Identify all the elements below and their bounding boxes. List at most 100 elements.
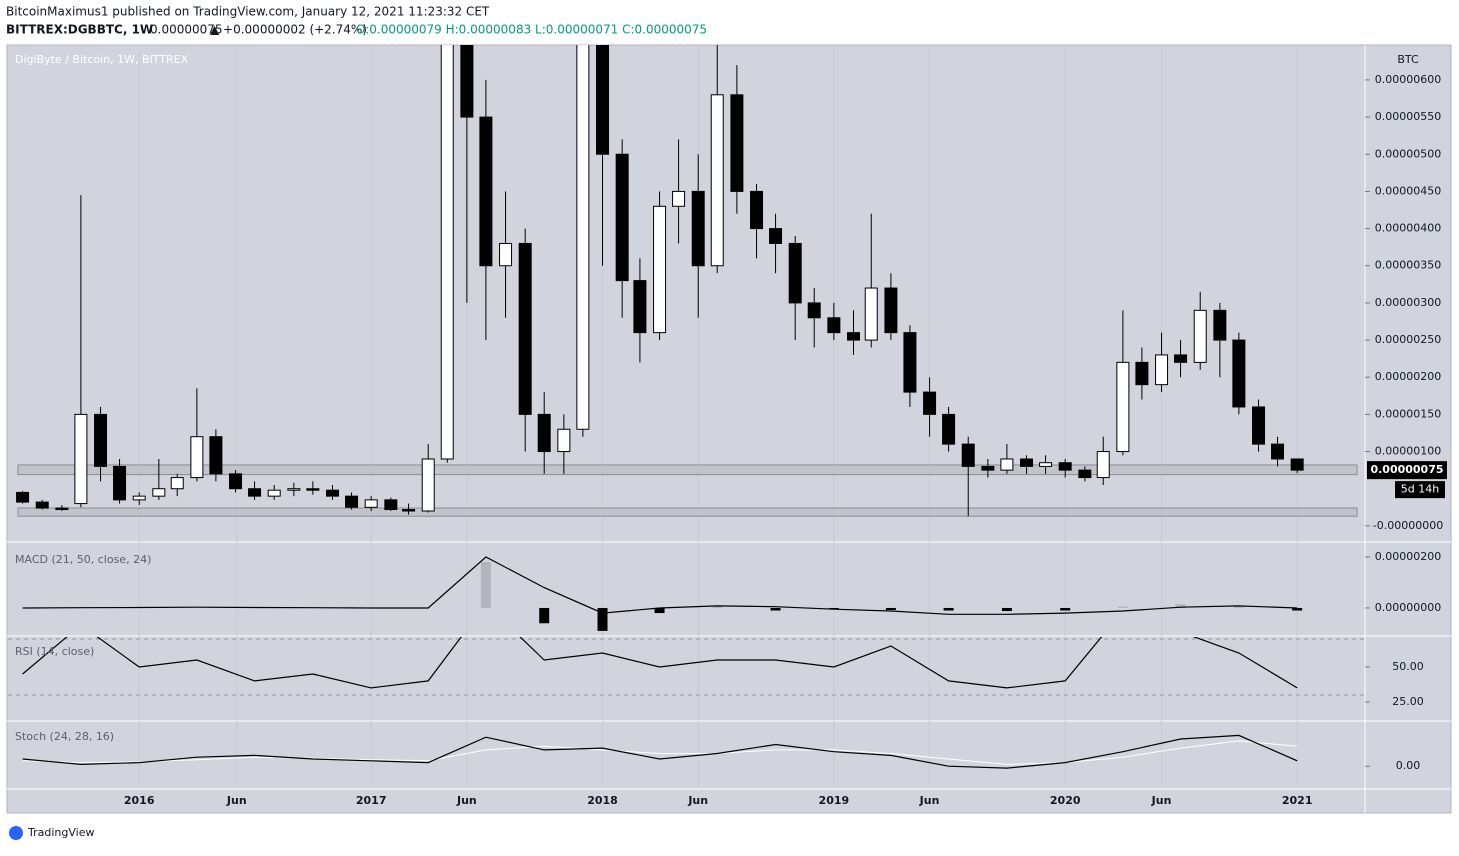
logo	[9, 826, 23, 840]
candle-body	[364, 499, 378, 508]
candle-body	[1039, 462, 1053, 467]
candle-body	[961, 443, 975, 467]
candle-body	[1174, 354, 1188, 363]
candle-body	[864, 287, 878, 341]
candle-body	[170, 477, 184, 490]
pane-title: MACD (21, 50, close, 24)	[15, 553, 151, 566]
candle-body	[1058, 462, 1072, 471]
x-tick-label: Jun	[1151, 794, 1172, 807]
candle-body	[1155, 354, 1169, 386]
candle-body	[209, 436, 223, 475]
candle-body	[1193, 309, 1207, 363]
histogram-bar	[712, 605, 723, 608]
y-tick-label: 0.00000300	[1375, 296, 1441, 309]
y-tick-label: 50.00	[1392, 660, 1424, 673]
candle-body	[903, 332, 917, 393]
x-tick-label: 2020	[1050, 794, 1081, 807]
histogram-bar	[1292, 607, 1303, 611]
candle-body	[499, 242, 513, 267]
histogram-bar	[770, 607, 781, 611]
candle-body	[345, 495, 359, 508]
candle-body	[1135, 361, 1149, 386]
candle-body	[691, 190, 705, 267]
y-tick-label: 0.00000250	[1375, 333, 1441, 346]
candle-body	[287, 488, 301, 491]
y-tick-label: 0.00000000	[1375, 601, 1441, 614]
candle-body	[35, 501, 49, 509]
candle-body	[479, 116, 493, 267]
ohlc: O:0.00000079 H:0.00000083 L:0.00000071 C…	[356, 23, 707, 37]
y-tick-label: 0.00000200	[1375, 550, 1441, 563]
candle-body	[306, 488, 320, 491]
candle-body	[113, 465, 127, 501]
candle-body	[460, 45, 474, 118]
unit-label: BTC	[1397, 53, 1419, 66]
histogram-bar	[1117, 606, 1128, 608]
candle-body	[788, 242, 802, 304]
candle-body	[132, 495, 146, 501]
x-tick-label: 2019	[819, 794, 850, 807]
candle-body	[94, 413, 108, 467]
candle-body	[1096, 451, 1110, 479]
candle-body	[384, 499, 398, 511]
y-tick-label: 0.00000100	[1375, 445, 1441, 458]
countdown-tag	[1395, 481, 1445, 499]
candle-body	[190, 436, 204, 479]
y-tick-label: 25.00	[1392, 695, 1424, 708]
chart-area	[6, 44, 1452, 814]
last-price-label: 0.00000075	[1370, 463, 1443, 476]
candle-body	[1290, 458, 1304, 471]
y-tick-label: 0.00000500	[1375, 147, 1441, 160]
pane-title: DigiByte / Bitcoin, 1W, BITTREX	[15, 53, 189, 66]
x-tick-label: 2017	[356, 794, 387, 807]
pane	[8, 637, 1365, 696]
candle-body	[1020, 458, 1034, 467]
stoch-k-line	[22, 734, 1298, 769]
y-tick-label: 0.00	[1396, 759, 1421, 772]
candle-body	[248, 488, 262, 497]
candle-body	[923, 391, 937, 415]
candle-body	[1232, 339, 1246, 408]
candle-body	[1000, 458, 1014, 471]
last-price-tag	[1367, 461, 1447, 480]
candle-body	[16, 491, 30, 503]
candle-body	[267, 489, 281, 497]
candle-body	[421, 458, 435, 512]
histogram-bar	[1175, 604, 1186, 608]
pane	[16, 45, 1358, 517]
y-tick-label: 0.00000600	[1375, 73, 1441, 86]
x-tick-label: Jun	[919, 794, 940, 807]
histogram-bar	[654, 607, 665, 614]
y-tick-label: 0.00000400	[1375, 222, 1441, 235]
y-tick-label: -0.00000000	[1373, 519, 1443, 532]
pane	[22, 556, 1303, 631]
x-tick-label: Jun	[456, 794, 477, 807]
y-tick-label: 0.00000350	[1375, 259, 1441, 272]
symbol: BITTREX:DGBBTC, 1W	[6, 23, 153, 37]
candle-body	[229, 473, 243, 490]
candle-body	[653, 205, 667, 334]
candle-body	[710, 94, 724, 267]
candle-body	[1078, 469, 1092, 479]
rsi-line	[22, 637, 1298, 689]
candle-body	[750, 190, 764, 230]
publisher: BitcoinMaximus1 published on TradingView…	[6, 5, 490, 19]
candle-body	[1116, 361, 1130, 453]
brand: TradingView	[27, 826, 94, 839]
candle-body	[55, 507, 69, 511]
candle-body	[74, 413, 88, 505]
y-tick-label: 0.00000150	[1375, 407, 1441, 420]
x-tick-label: 2016	[124, 794, 155, 807]
histogram-bar	[1233, 605, 1244, 608]
candle-body	[402, 509, 416, 512]
histogram-bar	[597, 607, 608, 631]
last-price: 0.00000075	[150, 23, 223, 37]
candle-body	[557, 428, 571, 453]
support-zone	[17, 507, 1358, 517]
countdown: 5d 14h	[1401, 483, 1439, 496]
x-tick-label: Jun	[226, 794, 247, 807]
candle-body	[730, 94, 744, 192]
candle-body	[440, 45, 454, 460]
